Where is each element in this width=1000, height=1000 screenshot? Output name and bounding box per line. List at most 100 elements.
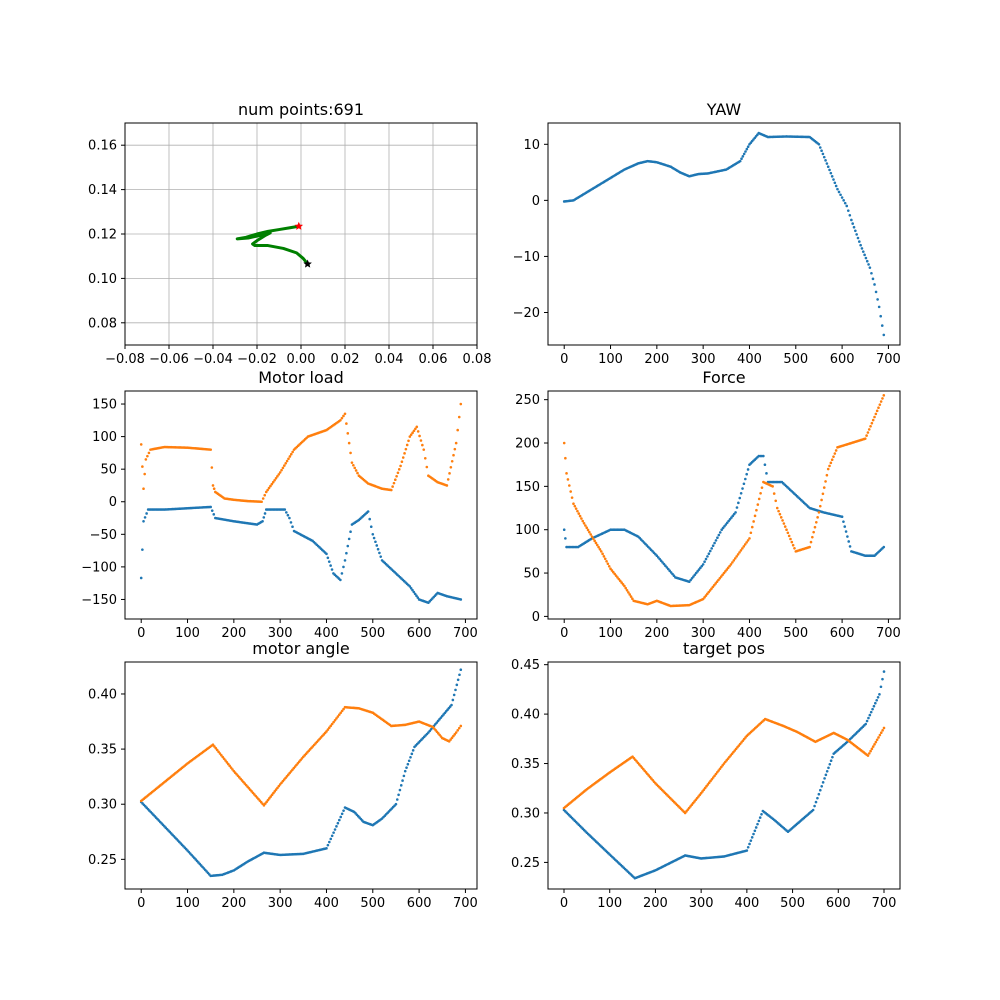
- x-tick-label: 200: [644, 352, 669, 367]
- motor-load-data-point: [411, 588, 414, 592]
- yaw-data-point: [871, 277, 875, 281]
- y-tick-label: 150: [92, 398, 117, 413]
- target-pos-series-1: [562, 717, 886, 815]
- motor-angle-data-point: [220, 753, 223, 757]
- trajectory-title: num points:691: [238, 100, 364, 119]
- force-data-point: [735, 506, 739, 509]
- force-data-point: [568, 484, 571, 487]
- motor-load-data-point: [289, 452, 293, 456]
- force-series-1: [562, 394, 886, 608]
- motor-angle-data-point: [454, 688, 457, 692]
- motor-load-data-point: [212, 487, 216, 491]
- motor-angle-data-point: [273, 790, 277, 793]
- force-data-point: [791, 543, 795, 547]
- motor-load-data-point: [396, 471, 400, 475]
- yaw-data-point: [740, 157, 743, 161]
- force-data-point: [577, 512, 581, 515]
- force-data-point: [741, 547, 744, 550]
- force-data-point: [832, 455, 835, 458]
- force-data-point: [617, 577, 621, 581]
- target-pos-data-point: [876, 696, 880, 699]
- force-data-point: [877, 406, 880, 410]
- x-tick-label: 500: [783, 352, 808, 367]
- force-data-point: [840, 515, 844, 518]
- motor-angle-data-point: [339, 711, 343, 715]
- force-data-point: [585, 526, 589, 530]
- force-data-point: [710, 547, 714, 550]
- x-tick-label: 0.08: [463, 352, 492, 367]
- motor-load-data-point: [416, 596, 420, 599]
- target-pos-data-point: [874, 701, 877, 705]
- force-data-point: [870, 421, 874, 425]
- target-pos-data-point: [827, 766, 830, 770]
- motor-load-data-point: [400, 460, 404, 464]
- motor-angle-data-point: [411, 749, 415, 752]
- yaw-data-point: [744, 150, 747, 153]
- force-data-point: [874, 412, 878, 416]
- motor-angle-data-point: [326, 728, 330, 731]
- force-data-point: [706, 555, 709, 558]
- motor-angle-data-point: [458, 673, 461, 677]
- motor-angle-data-point: [226, 762, 230, 766]
- force-data-point: [620, 581, 623, 584]
- motor-load-data-point: [343, 559, 347, 562]
- motor-load-data-point: [141, 465, 144, 468]
- force-data-point: [715, 580, 719, 584]
- yaw-data-point: [824, 159, 827, 162]
- force-data-point: [573, 504, 577, 508]
- force-data-point: [828, 464, 831, 468]
- target-pos-data-point: [813, 804, 816, 808]
- target-pos-data-point: [714, 772, 718, 776]
- motor-angle-data-point: [336, 821, 340, 825]
- motor-load-data-point: [376, 547, 380, 551]
- force-data-point: [821, 492, 825, 496]
- force-data-point: [581, 519, 585, 523]
- force-data-point: [696, 570, 699, 573]
- x-tick-label: −0.04: [193, 352, 233, 367]
- yaw-data-point: [834, 184, 838, 188]
- target-pos-data-point: [877, 736, 880, 739]
- y-tick-label: −10: [513, 250, 540, 265]
- motor-load-data-point: [273, 478, 276, 482]
- motor-load-data-point: [346, 544, 350, 548]
- yaw-data-point: [846, 209, 850, 212]
- motor-angle-data-point: [401, 779, 404, 782]
- y-tick-label: 0.30: [511, 806, 540, 821]
- force-data-point: [710, 587, 713, 590]
- x-tick-label: 100: [598, 352, 623, 367]
- x-tick-label: 100: [175, 896, 200, 911]
- motor-angle-data-point: [340, 812, 344, 816]
- y-tick-label: 0: [532, 194, 540, 209]
- force-data-point: [570, 496, 574, 499]
- yaw-data-point: [873, 283, 876, 286]
- motor-angle-data-point: [402, 774, 406, 778]
- motor-load-data-point: [349, 530, 352, 534]
- motor-angle-data-point: [325, 847, 328, 850]
- target-pos-data-point: [820, 784, 824, 788]
- force-data-point: [607, 564, 611, 568]
- y-tick-label: 150: [515, 480, 540, 495]
- force-data-point: [564, 537, 567, 540]
- motor-load-data-point: [209, 505, 212, 509]
- force-data-point: [592, 537, 595, 541]
- force-data-point: [833, 452, 837, 455]
- motor-load-data-point: [414, 427, 417, 431]
- force-data-point: [624, 586, 628, 590]
- force-data-point: [717, 578, 720, 582]
- motor-load-data-point: [375, 544, 379, 547]
- force-data-point: [623, 584, 626, 588]
- x-tick-label: −0.06: [149, 352, 189, 367]
- y-tick-label: 0.35: [511, 757, 540, 772]
- y-tick-label: 0.35: [88, 743, 117, 758]
- yaw-data-point: [867, 263, 870, 266]
- motor-load-frame: [124, 390, 478, 620]
- motor-angle-data-point: [330, 834, 334, 838]
- target-pos-data-point: [871, 745, 875, 748]
- motor-load-data-point: [419, 439, 423, 442]
- motor-angle-data-point: [335, 825, 338, 828]
- force-data-point: [597, 545, 600, 549]
- force-data-point: [605, 559, 608, 563]
- x-tick-label: 500: [360, 896, 385, 911]
- motor-load-data-point: [210, 466, 214, 469]
